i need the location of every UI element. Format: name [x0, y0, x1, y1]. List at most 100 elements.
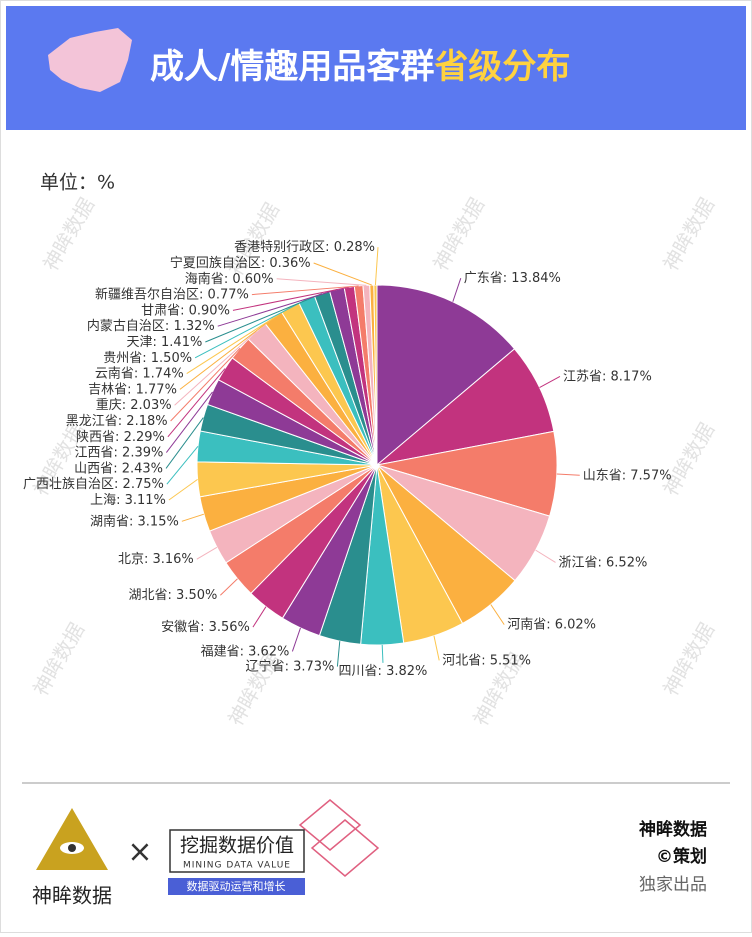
- slice-label: 湖北省: 3.50%: [129, 588, 218, 603]
- leader-line: [490, 604, 505, 625]
- leader-line: [196, 546, 218, 560]
- slice-label: 上海: 3.11%: [90, 493, 166, 508]
- slice-category: 辽宁省: [246, 658, 285, 674]
- leader-line: [194, 298, 307, 359]
- slice-value-label: 2.75%: [123, 477, 164, 492]
- label-separator: :: [153, 335, 162, 350]
- slice-category: 河南省: [507, 616, 546, 632]
- label-separator: :: [481, 653, 490, 668]
- slice-value-label: 6.02%: [555, 617, 596, 632]
- leader-line: [232, 286, 350, 311]
- label-separator: :: [142, 350, 151, 365]
- logo-pupil: [68, 844, 76, 852]
- leader-line: [535, 549, 556, 563]
- leader-line: [165, 391, 213, 453]
- slice-category: 北京: [118, 552, 144, 567]
- slice-category: 安徽省: [161, 620, 200, 635]
- slice-label: 河北省: 5.51%: [442, 653, 531, 668]
- label-separator: :: [118, 414, 127, 429]
- slice-value-label: 1.41%: [161, 335, 202, 350]
- cross: ×: [127, 835, 152, 870]
- leader-line: [336, 641, 341, 667]
- slogan-box: [169, 829, 305, 873]
- slice-category: 江西省: [75, 445, 114, 460]
- slice-category: 江苏省: [563, 368, 602, 384]
- leader-line: [179, 317, 274, 390]
- slice-category: 广西壮族自治区: [23, 476, 114, 492]
- slice-category: 天津: [126, 335, 152, 350]
- slice-value-label: 3.82%: [386, 663, 427, 678]
- slice-label: 河南省: 6.02%: [507, 616, 596, 632]
- slice-category: 陕西省: [76, 429, 115, 444]
- exclusive: 独家出品: [639, 875, 707, 895]
- leader-line: [217, 289, 338, 327]
- slice-value-label: 5.51%: [490, 653, 531, 668]
- pie-slice: [373, 284, 378, 466]
- label-separator: :: [116, 493, 125, 508]
- slice-value-label: 3.73%: [293, 659, 334, 674]
- leader-line: [452, 278, 462, 302]
- slice-category: 湖南省: [90, 513, 129, 529]
- slice-value-label: 6.52%: [606, 555, 647, 570]
- slice-value-label: 1.77%: [136, 382, 177, 397]
- leader-line: [181, 513, 205, 522]
- label-separator: :: [122, 398, 131, 413]
- slice-label: 山西省: 2.43%: [74, 461, 163, 476]
- leader-line: [168, 478, 198, 501]
- slice-category: 广东省: [464, 271, 503, 286]
- label-separator: :: [115, 429, 124, 444]
- slice-value-label: 2.39%: [122, 445, 163, 460]
- header-title: 成人/情趣用品客群省级分布: [150, 47, 570, 87]
- slice-value-label: 2.43%: [122, 461, 163, 476]
- slice-category: 福建省: [201, 644, 240, 659]
- label-separator: :: [200, 620, 209, 635]
- label-separator: :: [602, 369, 611, 384]
- slice-category: 重庆: [96, 397, 122, 413]
- slice-value-label: 3.11%: [125, 493, 166, 508]
- label-separator: :: [199, 287, 208, 302]
- slice-value-label: 0.60%: [232, 271, 273, 286]
- slice-label: 福建省: 3.62%: [201, 644, 290, 659]
- slice-category: 山东省: [583, 468, 622, 483]
- slice-category: 海南省: [185, 270, 224, 286]
- slice-value-label: 8.17%: [611, 369, 652, 384]
- label-separator: :: [129, 514, 138, 529]
- leader-line: [252, 606, 267, 628]
- label-separator: :: [378, 663, 387, 678]
- label-separator: :: [114, 477, 123, 492]
- slice-value-label: 0.28%: [334, 240, 375, 255]
- slice-label: 甘肃省: 0.90%: [141, 303, 230, 318]
- leader-line: [556, 473, 580, 476]
- label-separator: :: [127, 382, 136, 397]
- leader-line: [539, 375, 561, 389]
- slice-value-label: 7.57%: [630, 468, 671, 483]
- leader-line: [165, 417, 204, 469]
- label-separator: :: [165, 319, 174, 334]
- leader-line: [381, 644, 384, 663]
- slice-value-label: 0.90%: [189, 303, 230, 318]
- slice-value-label: 1.74%: [142, 366, 183, 381]
- slice-category: 新疆维吾尔自治区: [95, 286, 199, 302]
- label-separator: :: [325, 240, 334, 255]
- label-separator: :: [546, 617, 555, 632]
- slice-category: 甘肃省: [141, 303, 180, 318]
- logo-triangle: [36, 808, 108, 870]
- slice-label: 广西壮族自治区: 2.75%: [23, 476, 164, 492]
- slice-label: 四川省: 3.82%: [339, 663, 428, 678]
- slice-value-label: 3.62%: [248, 644, 289, 659]
- slogan-en: MINING DATA VALUE: [183, 861, 291, 871]
- leader-line: [291, 627, 301, 652]
- slice-value-label: 2.03%: [130, 398, 171, 413]
- slice-label: 内蒙古自治区: 1.32%: [87, 318, 215, 334]
- leader-line: [433, 635, 440, 661]
- label-separator: :: [180, 303, 189, 318]
- pie-slice: [376, 284, 516, 467]
- slice-label: 辽宁省: 3.73%: [246, 658, 335, 674]
- label-separator: :: [144, 552, 153, 567]
- leader-line: [170, 347, 241, 422]
- slice-value-label: 2.18%: [126, 414, 167, 429]
- slice-label: 吉林省: 1.77%: [88, 382, 177, 397]
- slice-category: 云南省: [95, 365, 134, 381]
- slice-category: 香港特别行政区: [234, 240, 325, 255]
